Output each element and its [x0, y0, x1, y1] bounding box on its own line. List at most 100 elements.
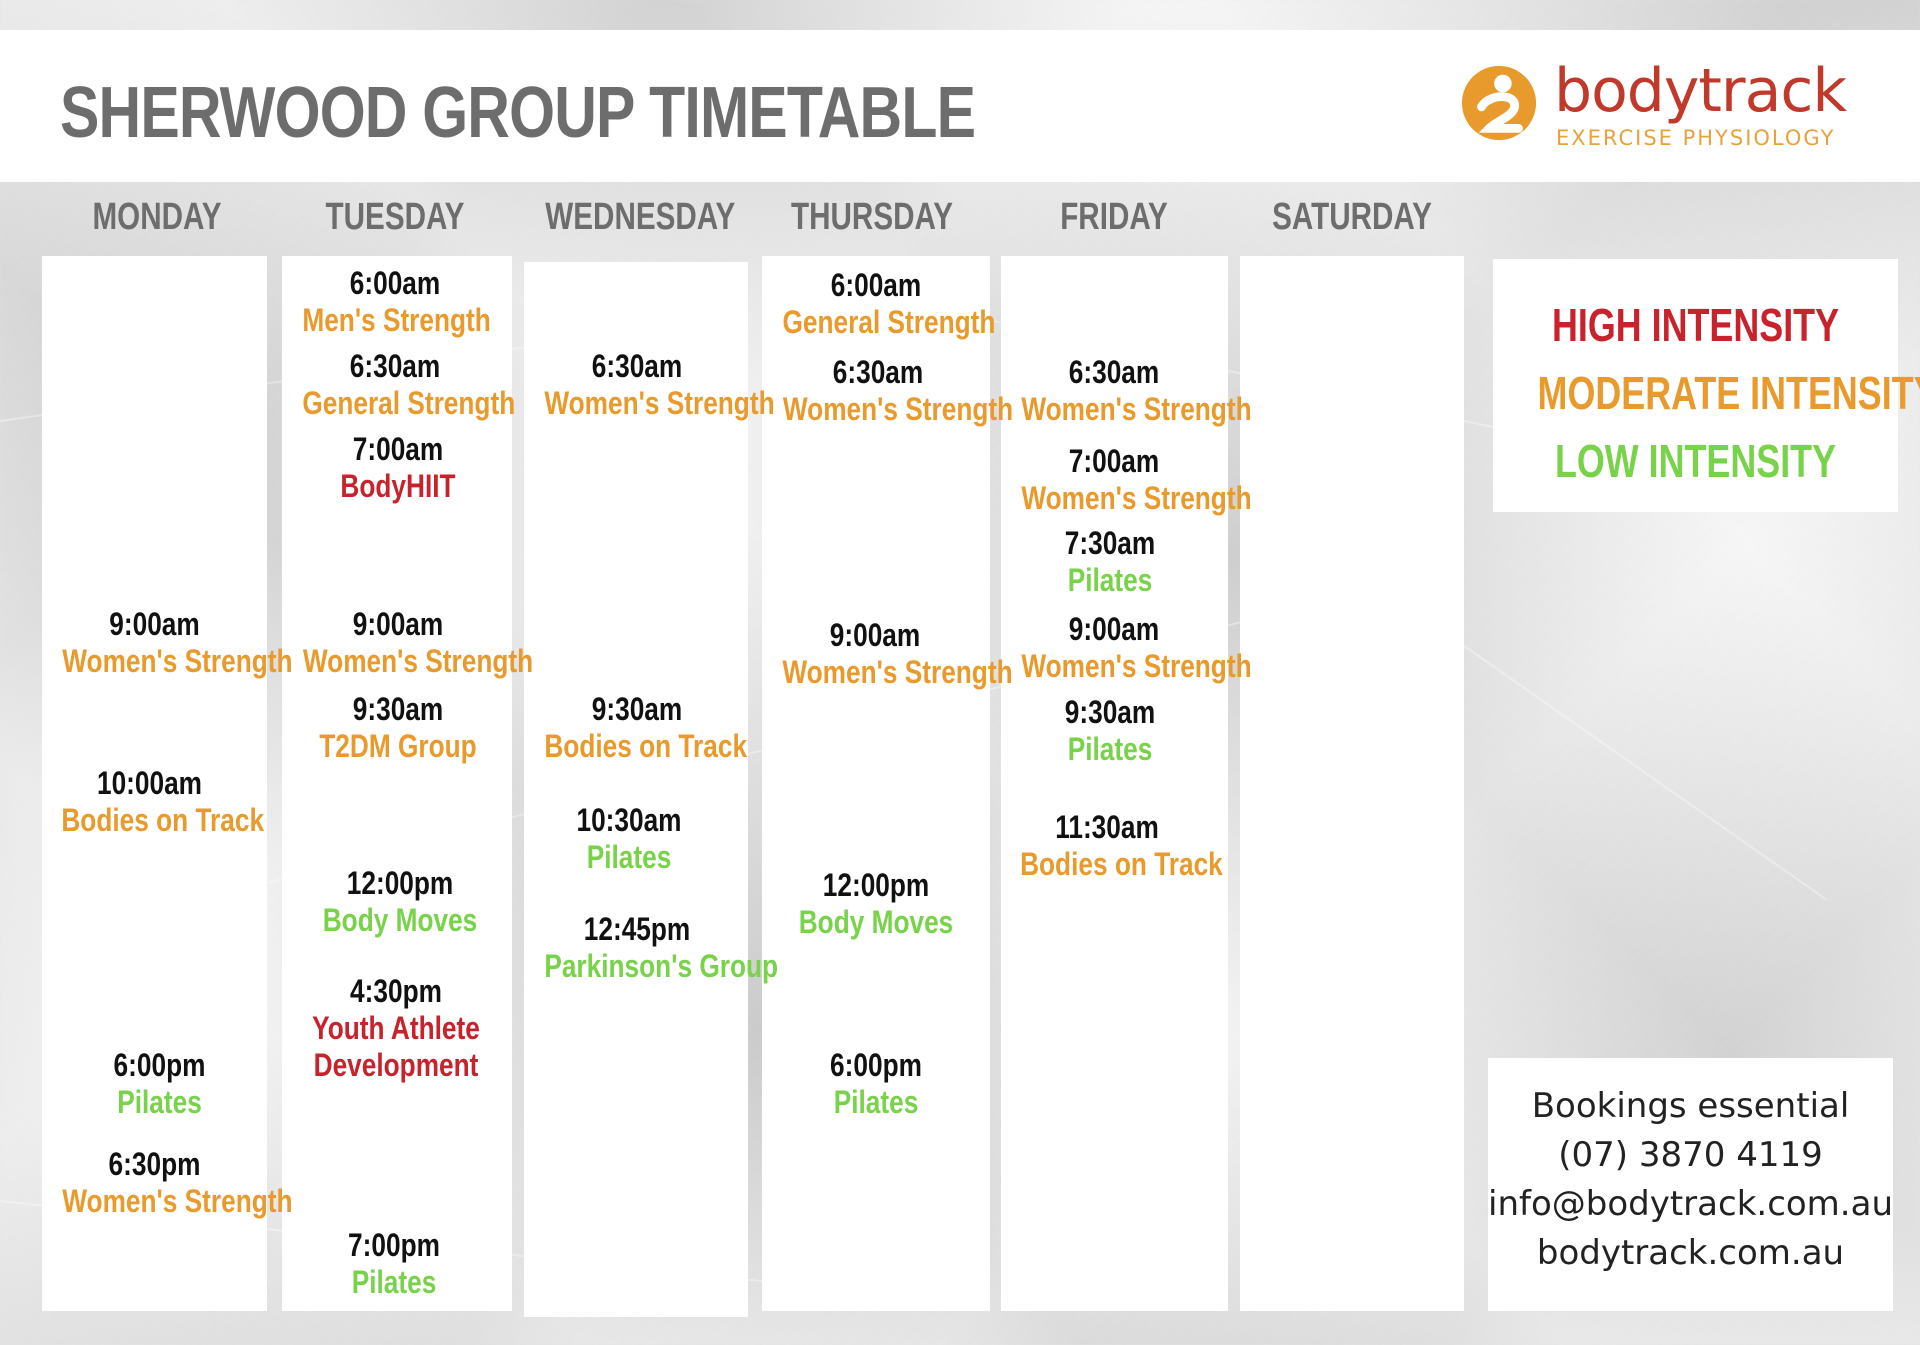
class-time: 7:00am	[352, 431, 444, 467]
class-name: Pilates	[586, 839, 672, 875]
class-entry: 6:00pm Pilates	[42, 1046, 277, 1121]
class-time: 12:45pm	[583, 911, 691, 947]
class-name: Parkinson's Group	[544, 948, 779, 984]
class-name: Bodies on Track	[1020, 846, 1223, 882]
legend-moderate: MODERATE INTENSITY	[1537, 367, 1920, 419]
class-time: 7:30am	[1064, 525, 1156, 561]
column-thursday	[762, 256, 990, 1311]
legend-low: LOW INTENSITY	[1554, 435, 1837, 487]
header-band	[0, 30, 1920, 182]
day-header-tuesday: TUESDAY	[325, 196, 465, 238]
phone-number: (07) 3870 4119	[1558, 1135, 1823, 1175]
class-time: 9:00am	[109, 606, 200, 642]
class-time: 6:00am	[349, 265, 441, 301]
class-entry: 9:30am T2DM Group	[282, 690, 514, 765]
class-entry: 7:00am BodyHIIT	[282, 430, 514, 505]
class-name: Women's Strength	[62, 643, 293, 679]
class-name: Pilates	[351, 1264, 437, 1300]
class-name-line2: Development	[313, 1047, 479, 1083]
class-time: 9:30am	[591, 691, 683, 727]
class-entry: 6:30am Women's Strength	[762, 353, 1014, 428]
class-name: Bodies on Track	[544, 728, 748, 764]
class-time: 6:30am	[591, 348, 683, 384]
class-time: 6:00am	[830, 267, 922, 303]
class-name: T2DM Group	[319, 728, 477, 764]
class-time: 9:00am	[352, 606, 444, 642]
class-name: BodyHIIT	[340, 468, 456, 504]
contact-box: Bookings essential (07) 3870 4119 info@b…	[1488, 1058, 1893, 1311]
class-time: 4:30pm	[350, 973, 442, 1009]
class-entry: 9:00am Women's Strength	[42, 605, 293, 680]
class-time: 12:00pm	[822, 867, 930, 903]
brand-name: bodytrack	[1554, 56, 1847, 126]
class-name: General Strength	[302, 385, 516, 421]
class-time: 7:00pm	[348, 1227, 440, 1263]
brand-subtitle: EXERCISE PHYSIOLOGY	[1556, 126, 1836, 150]
column-friday	[1001, 256, 1228, 1311]
intensity-legend: HIGH INTENSITY MODERATE INTENSITY LOW IN…	[1493, 259, 1920, 512]
class-time: 9:00am	[829, 617, 921, 653]
class-entry: 9:30am Pilates	[1001, 693, 1219, 768]
column-saturday	[1240, 256, 1464, 1311]
class-name: Body Moves	[798, 904, 954, 940]
class-name: Pilates	[1067, 731, 1153, 767]
class-entry: 6:00am Men's Strength	[282, 264, 508, 339]
day-header-monday: MONDAY	[92, 196, 222, 238]
class-name: Women's Strength	[1021, 480, 1252, 516]
class-entry: 12:00pm Body Moves	[282, 864, 518, 939]
class-name: General Strength	[782, 304, 996, 340]
legend-high: HIGH INTENSITY	[1551, 299, 1840, 351]
class-entry: 6:00pm Pilates	[762, 1046, 990, 1121]
class-entry: 6:30am Women's Strength	[1001, 353, 1252, 428]
class-entry: 6:30am General Strength	[282, 347, 516, 422]
class-name: Women's Strength	[782, 654, 1013, 690]
class-time: 10:00am	[96, 765, 203, 801]
class-time: 10:30am	[576, 802, 682, 838]
class-entry: 11:30am Bodies on Track	[1001, 808, 1223, 883]
class-entry: 6:00am General Strength	[762, 266, 996, 341]
class-entry: 9:00am Women's Strength	[762, 616, 1013, 691]
class-time: 7:00am	[1068, 443, 1160, 479]
class-time: 6:30am	[349, 348, 441, 384]
class-name: Pilates	[1067, 562, 1153, 598]
class-name: Body Moves	[322, 902, 478, 938]
class-name: Bodies on Track	[61, 802, 265, 838]
class-time: 6:00pm	[113, 1047, 206, 1083]
class-entry: 9:00am Women's Strength	[282, 605, 534, 680]
class-entry: 7:00am Women's Strength	[1001, 442, 1252, 517]
class-name: Men's Strength	[302, 302, 491, 338]
class-name: Women's Strength	[1021, 648, 1252, 684]
class-entry: 6:30pm Women's Strength	[42, 1145, 293, 1220]
class-time: 6:30am	[1068, 354, 1160, 390]
page-title: SHERWOOD GROUP TIMETABLE	[60, 73, 976, 153]
class-entry: 7:00pm Pilates	[282, 1226, 506, 1301]
class-entry: 12:45pm Parkinson's Group	[524, 910, 779, 985]
class-name: Women's Strength	[782, 391, 1014, 427]
class-time: 6:30pm	[108, 1146, 201, 1182]
class-entry: 9:00am Women's Strength	[1001, 610, 1252, 685]
day-header-friday: FRIDAY	[1060, 196, 1168, 238]
class-name: Pilates	[117, 1084, 202, 1120]
class-name: Women's Strength	[302, 643, 534, 679]
class-entry: 9:30am Bodies on Track	[524, 690, 750, 765]
person-circle-icon	[1461, 65, 1537, 141]
class-name: Women's Strength	[544, 385, 775, 421]
class-name: Women's Strength	[62, 1183, 293, 1219]
column-tuesday	[282, 256, 512, 1311]
class-name: Youth Athlete	[312, 1010, 480, 1046]
class-time: 9:30am	[1064, 694, 1156, 730]
column-monday	[42, 256, 267, 1311]
email-address: info@bodytrack.com.au	[1488, 1184, 1893, 1224]
class-entry: 10:30am Pilates	[524, 801, 734, 876]
class-name: Women's Strength	[1021, 391, 1252, 427]
class-entry: 7:30am Pilates	[1001, 524, 1219, 599]
class-name: Pilates	[833, 1084, 919, 1120]
column-wednesday	[524, 262, 748, 1317]
day-header-thursday: THURSDAY	[791, 196, 953, 238]
class-entry: 12:00pm Body Moves	[762, 866, 990, 941]
class-time: 12:00pm	[346, 865, 454, 901]
class-time: 6:00pm	[830, 1047, 922, 1083]
class-time: 11:30am	[1055, 809, 1159, 845]
brand-logo: bodytrack EXERCISE PHYSIOLOGY	[1460, 56, 1880, 154]
website: bodytrack.com.au	[1536, 1233, 1845, 1273]
